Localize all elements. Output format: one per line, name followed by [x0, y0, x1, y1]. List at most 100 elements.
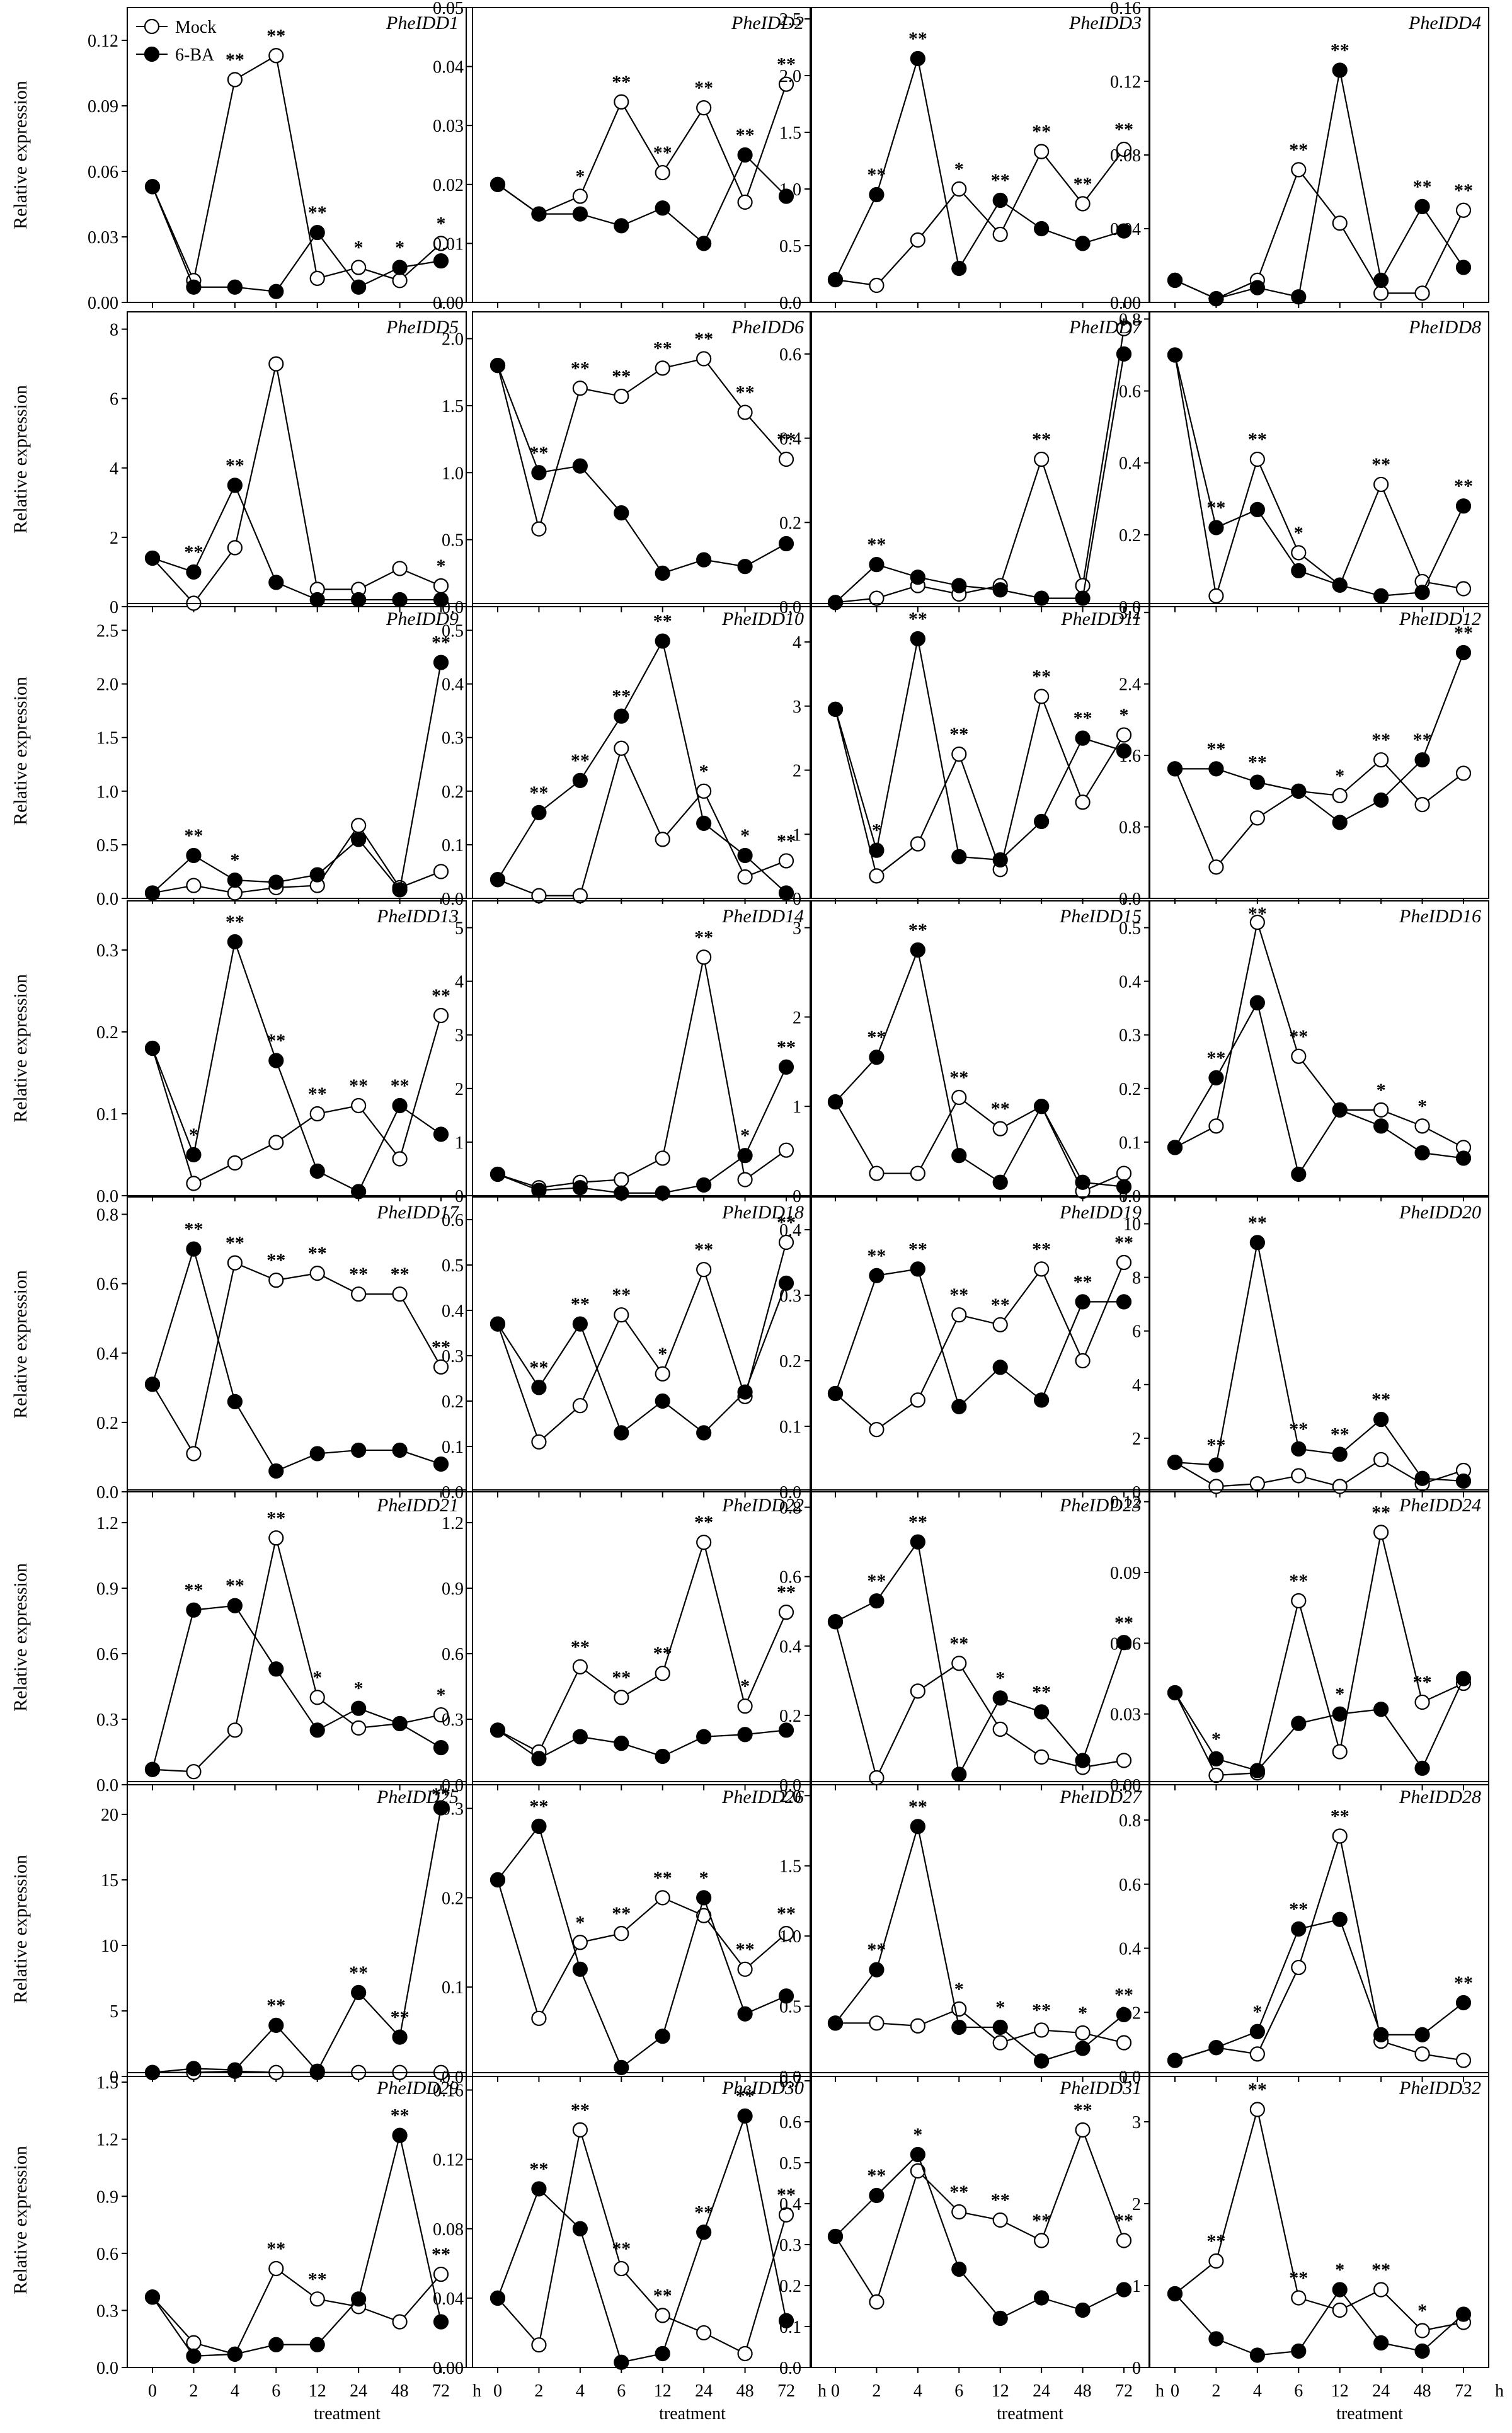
data-point-6ba [655, 2029, 670, 2044]
data-point-mock [1034, 2233, 1050, 2248]
data-point-6ba [433, 2314, 449, 2330]
y-tick-label: 0.0 [779, 1483, 801, 1503]
significance-mark: ** [1372, 1502, 1390, 1523]
data-point-mock [1208, 588, 1224, 604]
significance-mark: ** [529, 782, 548, 803]
data-point-mock [309, 1266, 325, 1281]
y-tick-label: 0.4 [779, 1221, 801, 1240]
chart-panel-17: 0.0 0.2 0.4 0.6 0.8 ** ** ** ** ** ** ** PheIDD17 Rel… [10, 1196, 467, 1503]
data-point-6ba [1414, 2343, 1430, 2359]
data-point-6ba [827, 272, 844, 288]
data-point-6ba [392, 2127, 408, 2143]
data-point-mock [778, 451, 794, 467]
significance-mark: * [437, 1685, 446, 1705]
y-tick-label: 0.0 [96, 1187, 118, 1206]
data-point-mock [869, 2294, 885, 2310]
y-tick-label: 0.1 [779, 1417, 801, 1437]
data-point-mock [392, 2314, 408, 2330]
plot-frame [810, 900, 1150, 1196]
data-point-6ba [992, 2019, 1008, 2035]
x-tick-label: 6 [1294, 2381, 1303, 2401]
significance-mark: * [354, 1678, 364, 1699]
significance-mark: ** [226, 455, 244, 476]
data-point-6ba [992, 1690, 1008, 1706]
chart-panel-29: 0.00.30.60.91.21.50 2 4 6 12 24 48 72 htreatment… [10, 2072, 481, 2424]
data-point-mock [614, 740, 629, 756]
data-point-mock [531, 888, 547, 903]
x-tick-label: 24 [350, 2381, 367, 2401]
significance-mark: ** [1454, 1972, 1473, 1993]
y-tick-label: 0.4 [1119, 1940, 1141, 1959]
significance-mark: * [575, 166, 585, 187]
x-tick-label: 2 [534, 2381, 543, 2401]
chart-panel-16: 0.00.10.20.30.40.5********PheIDD16 [1119, 900, 1489, 1206]
significance-mark: ** [266, 1031, 285, 1051]
data-point-mock [778, 1925, 794, 1942]
significance-mark: ** [1413, 1672, 1432, 1693]
data-point-6ba [1167, 1140, 1183, 1155]
significance-mark: ** [867, 1940, 886, 1961]
significance-mark: ** [991, 1099, 1010, 1119]
data-point-6ba [1116, 1294, 1132, 1310]
chart-panel-7: 0.00.20.40.6*****PheIDD7 [779, 311, 1150, 617]
y-tick-label: 0.01 [433, 234, 464, 254]
significance-mark: ** [266, 2238, 285, 2259]
x-tick-label: 4 [576, 2381, 585, 2401]
data-point-6ba [1034, 1704, 1050, 1720]
data-point-6ba [1291, 2343, 1307, 2359]
data-point-mock [778, 1605, 794, 1620]
series-line-6ba [497, 1283, 788, 1434]
y-tick-label: 1.5 [96, 729, 118, 748]
y-tick-label: 1 [793, 825, 801, 845]
plot-frame [127, 7, 467, 303]
panel-title: PheIDD3 [1068, 13, 1142, 33]
y-tick-label: 0.0 [1119, 890, 1141, 909]
y-tick-label: 2 [793, 762, 801, 781]
data-point-6ba [1167, 2286, 1183, 2302]
data-point-mock [186, 1764, 202, 1780]
y-tick-label: 0.06 [88, 163, 118, 182]
plot-frame [810, 2072, 1150, 2368]
panel-title: PheIDD2 [731, 13, 804, 33]
data-point-6ba [992, 192, 1008, 209]
data-point-mock [614, 1925, 629, 1942]
data-point-mock [1455, 2052, 1472, 2068]
data-point-6ba [433, 1800, 449, 1816]
significance-mark: ** [867, 534, 886, 555]
significance-mark: * [312, 1667, 322, 1688]
significance-mark: ** [1372, 730, 1390, 750]
significance-mark: ** [694, 77, 713, 98]
data-point-6ba [1208, 520, 1224, 535]
significance-mark: ** [612, 72, 631, 93]
y-tick-label: 0.0 [96, 1483, 118, 1503]
plot-frame [810, 603, 1150, 899]
data-point-6ba [1034, 2053, 1050, 2069]
data-point-6ba [951, 849, 967, 864]
data-point-6ba [351, 1442, 367, 1458]
data-point-mock [572, 888, 588, 903]
data-point-6ba [655, 633, 670, 649]
data-point-mock [309, 1106, 325, 1122]
significance-mark: ** [391, 2007, 410, 2028]
plot-frame [1149, 311, 1489, 607]
panel-title: PheIDD4 [1408, 13, 1481, 33]
data-point-6ba [737, 559, 753, 575]
significance-mark: ** [432, 633, 450, 653]
plot-frame [810, 1196, 1150, 1492]
data-point-6ba [572, 772, 588, 788]
y-tick-label: 0.1 [779, 2318, 801, 2337]
panel-title: PheIDD11 [1060, 609, 1142, 629]
data-point-mock [1116, 2035, 1132, 2051]
data-point-6ba [951, 1399, 967, 1414]
data-point-mock [1455, 765, 1472, 781]
data-point-6ba [433, 1126, 449, 1142]
chart-panel-27: 0.00.51.01.52.0****** ** ***PheIDD27 [779, 1781, 1150, 2087]
data-point-mock [1034, 1261, 1050, 1277]
data-point-6ba [227, 478, 243, 493]
significance-mark: ** [308, 1084, 327, 1104]
data-point-mock [351, 1286, 367, 1302]
data-point-6ba [572, 458, 588, 474]
data-point-mock [531, 2010, 547, 2026]
series-line-6ba [151, 1605, 442, 1770]
significance-mark: ** [777, 1037, 796, 1058]
